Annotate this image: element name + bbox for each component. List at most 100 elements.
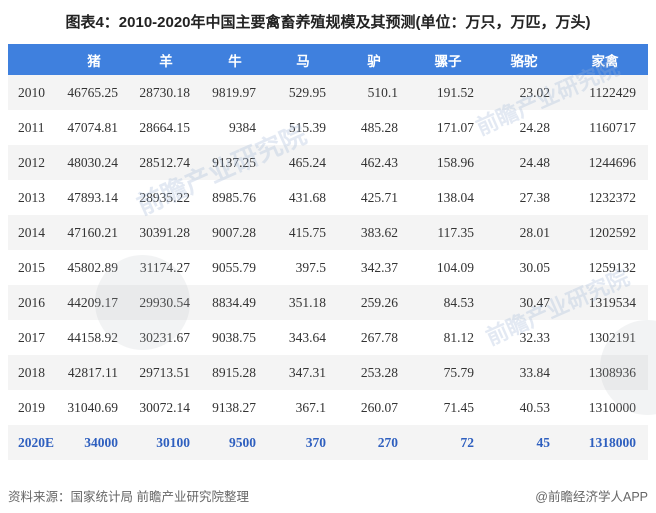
table-cell: 465.24 [268, 145, 338, 180]
table-cell: 28.01 [486, 215, 562, 250]
table-cell: 47893.14 [67, 189, 118, 205]
table-cell: 9007.28 [202, 215, 268, 250]
table-cell: 529.95 [268, 75, 338, 110]
table-cell: 84.53 [410, 285, 486, 320]
table-row: 2013 47893.14 28935.22 8985.76 431.68 425.71 1… [8, 180, 648, 215]
table-cell: 24.48 [486, 145, 562, 180]
table-cell: 45802.89 [67, 259, 118, 275]
footer: 资料来源：国家统计局 前瞻产业研究院整理 @前瞻经济学人APP [8, 486, 648, 505]
table-cell: 40.53 [519, 399, 550, 415]
table-cell: 47160.21 [58, 215, 130, 250]
table-cell: 47074.81 [67, 119, 118, 135]
table-cell: 104.09 [436, 259, 474, 275]
table-cell: 81.12 [443, 329, 474, 345]
table-cell: 72 [410, 425, 486, 460]
row-year: 2013 [18, 189, 45, 205]
table-cell: 1310000 [588, 399, 636, 415]
table-cell: 28664.15 [139, 119, 190, 135]
table-cell: 415.75 [268, 215, 338, 250]
table-cell: 191.52 [410, 75, 486, 110]
table-cell: 431.68 [288, 189, 326, 205]
column-header: 牛 [202, 44, 268, 75]
table-cell: 30.05 [519, 259, 550, 275]
table-row: 2018 42817.11 29713.51 8915.28 347.31 253.28 7… [8, 355, 648, 390]
table-row: 2020E 34000 30100 9500 370 270 72 45 1318000 [8, 425, 648, 460]
column-header: 家禽 [562, 44, 648, 75]
table-cell: 33.84 [486, 355, 562, 390]
table-cell: 351.18 [268, 285, 338, 320]
table-cell: 30231.67 [139, 329, 190, 345]
table-cell: 267.78 [360, 329, 398, 345]
row-year: 2014 [8, 215, 58, 250]
table-cell: 1202592 [562, 215, 648, 250]
table-cell: 9500 [202, 425, 268, 460]
table-row: 2014 47160.21 30391.28 9007.28 415.75 383.62 1… [8, 215, 648, 250]
table-cell: 367.1 [295, 399, 326, 415]
table-cell: 342.37 [360, 259, 398, 275]
row-year: 2020E [8, 425, 58, 460]
row-year: 2011 [18, 119, 45, 135]
table-cell: 31174.27 [139, 259, 190, 275]
table-cell: 31040.69 [67, 399, 118, 415]
table-cell: 9819.97 [202, 75, 268, 110]
table-cell: 259.26 [338, 285, 410, 320]
table-cell: 8915.28 [202, 355, 268, 390]
table-cell: 44158.92 [67, 329, 118, 345]
table-cell: 171.07 [436, 119, 474, 135]
table-row: 2010 46765.25 28730.18 9819.97 529.95 510.1 19… [8, 75, 648, 110]
table-body: 2010 46765.25 28730.18 9819.97 529.95 510.1 19… [8, 75, 648, 460]
table-cell: 48030.24 [58, 145, 130, 180]
table-cell: 117.35 [410, 215, 486, 250]
table-cell: 9384 [229, 119, 256, 135]
table-cell: 1244696 [562, 145, 648, 180]
table-cell: 1318000 [562, 425, 648, 460]
table-cell: 42817.11 [58, 355, 130, 390]
table-cell: 46765.25 [58, 75, 130, 110]
table-cell: 34000 [58, 425, 130, 460]
table-cell: 9055.79 [212, 259, 256, 275]
table-cell: 253.28 [338, 355, 410, 390]
table-row: 2012 48030.24 28512.74 9137.25 465.24 462.43 1… [8, 145, 648, 180]
table-cell: 9138.27 [212, 399, 256, 415]
table-cell: 75.79 [410, 355, 486, 390]
table-cell: 30072.14 [139, 399, 190, 415]
chart-title: 图表4：2010-2020年中国主要禽畜养殖规模及其预测(单位：万只，万匹，万头… [65, 14, 591, 31]
table-cell: 1160717 [589, 119, 636, 135]
table-cell: 260.07 [360, 399, 398, 415]
table-cell: 383.62 [338, 215, 410, 250]
table-cell: 27.38 [519, 189, 550, 205]
table-cell: 30.47 [486, 285, 562, 320]
table-cell: 30391.28 [130, 215, 202, 250]
table-cell: 425.71 [360, 189, 398, 205]
table-cell: 1232372 [588, 189, 636, 205]
row-year: 2016 [8, 285, 58, 320]
table-cell: 270 [338, 425, 410, 460]
table-cell: 1308936 [562, 355, 648, 390]
row-year: 2019 [18, 399, 45, 415]
table-cell: 45 [486, 425, 562, 460]
table-cell: 71.45 [443, 399, 474, 415]
table-cell: 24.28 [519, 119, 550, 135]
table-cell: 1122429 [562, 75, 648, 110]
table-cell: 343.64 [288, 329, 326, 345]
table-cell: 28935.22 [139, 189, 190, 205]
credit-note: @前瞻经济学人APP [535, 490, 648, 504]
table-row: 2015 45802.89 31174.27 9055.79 397.5 342.37 10… [8, 250, 648, 285]
row-year: 2010 [8, 75, 58, 110]
table-cell: 397.5 [295, 259, 326, 275]
column-header-year [8, 44, 58, 75]
table-cell: 44209.17 [58, 285, 130, 320]
table-cell: 510.1 [338, 75, 410, 110]
column-header: 猪 [58, 44, 130, 75]
table-row: 2017 44158.92 30231.67 9038.75 343.64 267.78 8… [8, 320, 648, 355]
column-header: 马 [268, 44, 338, 75]
column-header: 骡子 [410, 44, 486, 75]
table-cell: 29930.54 [130, 285, 202, 320]
table-row: 2011 47074.81 28664.15 9384 515.39 485.28 171.… [8, 110, 648, 145]
table-cell: 1319534 [562, 285, 648, 320]
table-cell: 158.96 [410, 145, 486, 180]
table-cell: 347.31 [268, 355, 338, 390]
row-year: 2015 [18, 259, 45, 275]
table-cell: 9038.75 [212, 329, 256, 345]
